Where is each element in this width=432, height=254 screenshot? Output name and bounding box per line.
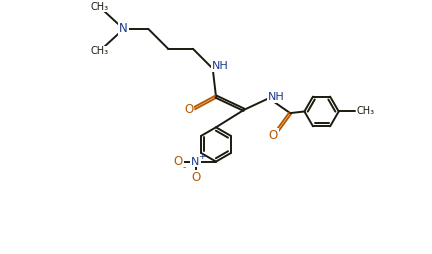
Text: O: O: [184, 103, 193, 116]
Text: NH: NH: [212, 61, 229, 71]
Text: O: O: [174, 155, 183, 168]
Text: CH₃: CH₃: [91, 2, 109, 12]
Text: NH: NH: [268, 92, 284, 102]
Text: CH₃: CH₃: [91, 46, 109, 56]
Text: -: -: [183, 163, 187, 172]
Text: +: +: [198, 152, 205, 162]
Text: O: O: [268, 129, 278, 142]
Text: N: N: [119, 23, 128, 36]
Text: O: O: [191, 171, 200, 184]
Text: CH₃: CH₃: [356, 106, 375, 117]
Text: N: N: [191, 157, 200, 167]
